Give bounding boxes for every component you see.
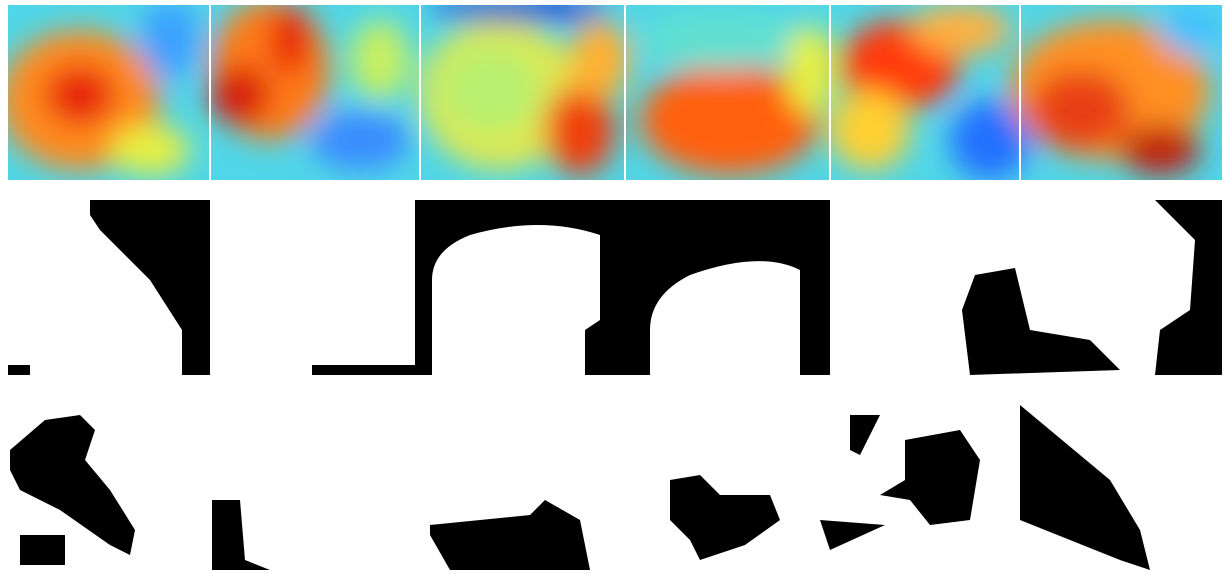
- page: Heatmaps and masks {} html, body { margi…: [0, 0, 1231, 574]
- figure: [0, 0, 1231, 574]
- mask: [312, 365, 420, 375]
- mask-row-2: [10, 405, 1150, 570]
- mask: [8, 365, 30, 375]
- mask: [20, 535, 65, 565]
- mask: [1020, 405, 1150, 570]
- mask: [1155, 200, 1222, 375]
- mask: [212, 500, 270, 570]
- mask: [10, 415, 135, 555]
- mask: [430, 500, 590, 570]
- mask: [850, 415, 880, 455]
- mask: [415, 200, 830, 375]
- mask-row-1: [8, 200, 1222, 375]
- mask: [90, 200, 210, 375]
- heatmap-strip: [0, 0, 1222, 180]
- mask: [880, 430, 980, 525]
- mask: [962, 268, 1120, 375]
- mask: [670, 475, 780, 560]
- body: [0, 0, 1231, 574]
- mask: [820, 520, 885, 550]
